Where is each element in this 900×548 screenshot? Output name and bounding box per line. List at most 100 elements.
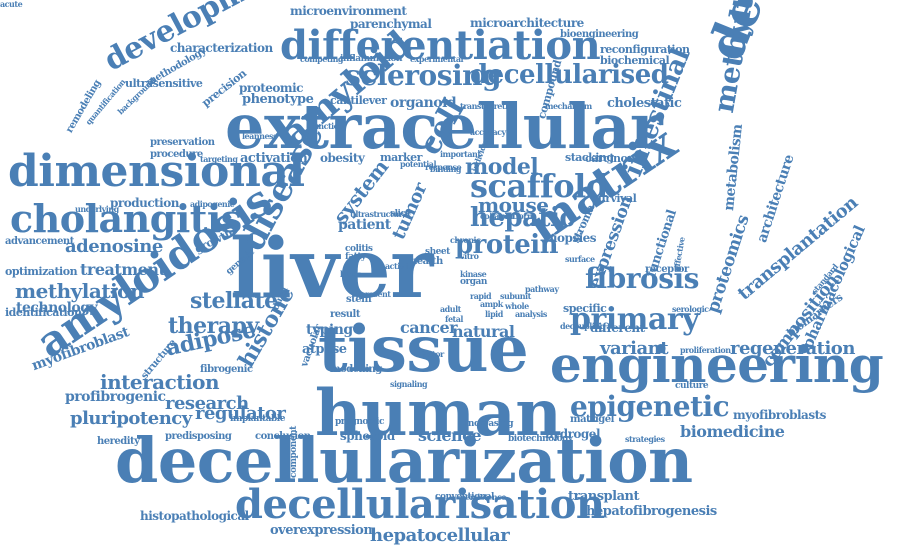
word-receptor: receptor	[645, 264, 689, 275]
word-transthyretin: transthyretin	[460, 101, 513, 111]
word-research: research	[165, 393, 249, 414]
word-advancement: advancement	[5, 236, 74, 247]
word-different: different	[590, 321, 645, 335]
word-extracellular: extracellular	[225, 90, 663, 163]
word-bioengineering: bioengineering	[560, 29, 639, 40]
word-technology: technology	[16, 300, 98, 316]
word-hepatic: hepatic	[470, 203, 575, 233]
word-characterization: characterization	[170, 41, 273, 55]
word-chronic: chronic	[450, 235, 481, 245]
word-inflammation: inflammation	[340, 54, 403, 64]
word-typing: typing	[306, 322, 353, 338]
word-variant: variant	[600, 338, 669, 359]
word-heredity: heredity	[97, 436, 140, 447]
word-obesity: obesity	[320, 151, 365, 165]
word-activity: activity	[385, 261, 414, 271]
word-regulator: regulator	[195, 403, 286, 424]
word-adipogenic: adipogenic	[190, 199, 235, 209]
word-epigenetic: epigenetic	[570, 390, 730, 423]
word-organ: organ	[460, 277, 487, 287]
word-decellularised: decellularised	[470, 60, 669, 90]
word-matrigel: matrigel	[570, 414, 614, 425]
word-ampk: ampk	[480, 299, 503, 309]
word-phenotype: phenotype	[242, 92, 314, 107]
word-factor: factor	[420, 349, 444, 359]
word-modelling: modelling	[330, 364, 382, 375]
word-interaction: interaction	[100, 370, 220, 394]
word-biochemical: biochemical	[600, 54, 670, 67]
word-potential: potential	[400, 159, 437, 169]
word-conclusion: conclusion	[255, 431, 311, 442]
word-sclerosing: sclerosing	[345, 59, 502, 92]
word-increasing: increasing	[465, 419, 514, 429]
word-treatment: treatment	[80, 260, 166, 279]
word-pluripotency: pluripotency	[70, 408, 192, 429]
word-strategies: strategies	[625, 434, 665, 444]
word-colitis: colitis	[345, 244, 373, 254]
word-marker: marker	[380, 151, 422, 164]
word-scaffold: scaffold	[470, 167, 608, 205]
word-fibrogenic: fibrogenic	[200, 364, 253, 375]
word-subunit: subunit	[500, 291, 531, 301]
word-decellularisation: decellularisation	[235, 481, 605, 528]
word-hepatocellular: hepatocellular	[370, 525, 510, 546]
word-accuracy: accuracy	[470, 127, 506, 137]
word-activation: activation	[240, 151, 308, 166]
word-result: result	[330, 309, 360, 320]
word-primary: primary	[570, 302, 700, 337]
word-decoupling: decoupling	[560, 321, 605, 331]
word-histopathological: histopathological	[140, 509, 249, 523]
word-binding: binding	[430, 164, 462, 174]
word-response: response	[425, 162, 462, 172]
word-predisposing: predisposing	[165, 431, 232, 442]
word-stem: stem	[346, 294, 372, 305]
word-protein: protein	[455, 230, 559, 260]
word-identification: identification	[5, 306, 82, 319]
word-leanness: leanness	[242, 131, 278, 141]
word-overexpression: overexpression	[270, 523, 373, 538]
word-profibrogenic: profibrogenic	[65, 389, 166, 405]
word-function: function	[310, 121, 344, 131]
word-prognostic: prognostic	[335, 417, 385, 427]
word-cantilever: cantilever	[330, 94, 387, 107]
word-biomedicine: biomedicine	[680, 422, 785, 441]
word-persistence: persistence	[460, 492, 507, 502]
word-patient: patient	[338, 217, 391, 233]
word-signaling: signaling	[390, 379, 428, 389]
word-lipid: lipid	[485, 309, 503, 319]
word-stacking: stacking	[565, 151, 614, 164]
word-liver: liver	[230, 221, 433, 317]
word-competing: competing	[300, 54, 344, 64]
word-dimensional: dimensional	[8, 146, 305, 197]
word-tissue: tissue	[318, 312, 529, 387]
word-reconfiguration: reconfiguration	[600, 43, 690, 56]
word-underlying: underlying	[75, 204, 119, 214]
word-kinase: kinase	[460, 269, 487, 279]
word-therapy: therapy	[168, 313, 259, 339]
word-experimental: experimental	[410, 54, 464, 64]
word-biotechnology: biotechnology	[508, 434, 573, 444]
word-optimization: optimization	[5, 265, 78, 278]
word-mouse: mouse	[478, 193, 549, 217]
word-collagen: collagen	[480, 211, 514, 221]
word-health: health	[410, 256, 443, 267]
word-surface: surface	[565, 254, 595, 264]
word-sheet: sheet	[425, 247, 450, 257]
word-adenosine: adenosine	[65, 236, 163, 257]
word-science: science	[418, 426, 482, 445]
word-proteomic: proteomic	[239, 81, 303, 95]
word-adult: adult	[440, 304, 461, 314]
word-hepatofibrogenesis: hepatofibrogenesis	[586, 504, 717, 519]
word-transplant: transplant	[568, 489, 639, 504]
word-targeting: targeting	[200, 154, 238, 164]
word-atpase: atpase	[302, 342, 347, 357]
word-hydrogel: hydrogel	[545, 427, 601, 441]
word-acute: acute	[0, 0, 23, 9]
word-rapid: rapid	[470, 291, 492, 301]
word-architecture: architecture	[754, 152, 798, 245]
word-vitro: vitro	[460, 251, 479, 261]
word-cholestatic: cholestatic	[607, 96, 682, 111]
word-metabolism: metabolism	[721, 123, 746, 212]
word-preservation: preservation	[150, 137, 215, 148]
